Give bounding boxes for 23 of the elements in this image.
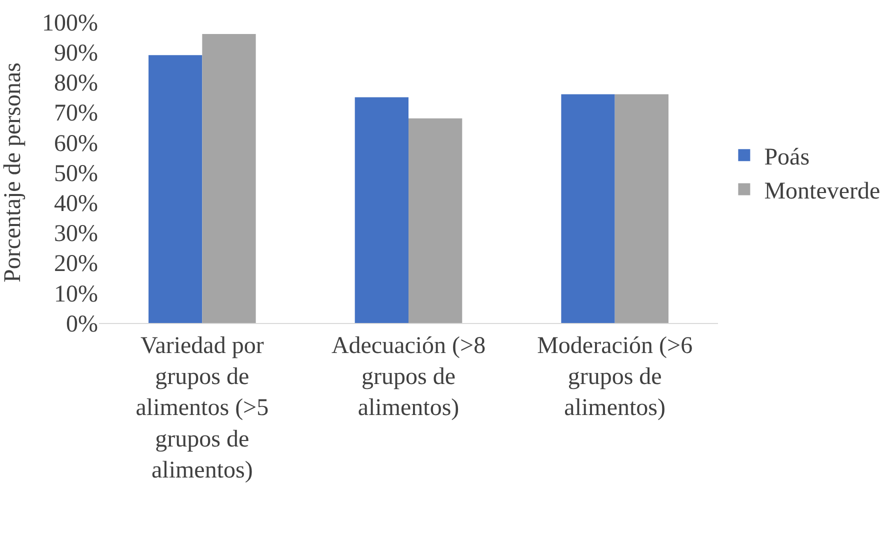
y-tick-label: 30% — [54, 221, 98, 248]
y-tick-label: 20% — [54, 251, 98, 278]
x-tick-label: Moderación (>6 grupos de alimentos) — [537, 332, 693, 422]
x-tick-label: Adecuación (>8 grupos de alimentos) — [331, 332, 486, 422]
y-axis-title: Porcentaje de personas — [0, 62, 26, 282]
y-tick-label: 90% — [54, 40, 98, 66]
y-tick-label: 0% — [66, 311, 98, 338]
bar — [408, 118, 462, 323]
bar — [354, 97, 408, 323]
legend-label: Poás — [764, 144, 810, 170]
y-tick-label: 40% — [54, 191, 98, 217]
x-tick-label: Variedad por grupos de alimentos (>5 grupos de alimentos) — [136, 332, 269, 484]
y-tick-label: 60% — [54, 130, 98, 157]
y-tick-label: 100% — [42, 10, 98, 36]
bar — [561, 94, 615, 323]
bar — [148, 55, 202, 323]
bar — [614, 94, 668, 323]
y-tick-label: 50% — [54, 160, 98, 187]
y-tick-label: 70% — [54, 100, 98, 127]
bar — [202, 34, 256, 323]
y-tick-label: 10% — [54, 281, 98, 308]
legend-label: Monteverde — [764, 178, 880, 205]
y-tick-label: 80% — [54, 70, 98, 97]
